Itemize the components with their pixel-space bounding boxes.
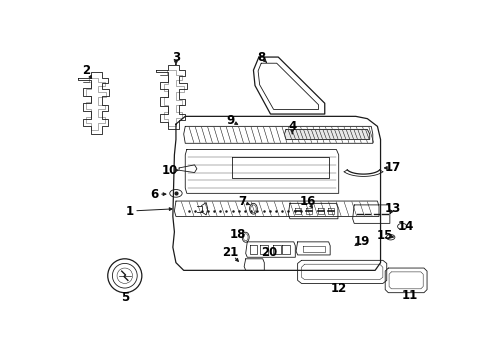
Text: 1: 1 (125, 204, 133, 217)
Text: 14: 14 (398, 220, 415, 233)
Text: 12: 12 (331, 282, 347, 294)
Text: 11: 11 (402, 289, 418, 302)
Text: 6: 6 (150, 188, 158, 201)
Text: 3: 3 (172, 50, 180, 64)
Text: 9: 9 (226, 114, 234, 127)
Text: 8: 8 (257, 50, 265, 64)
Text: 19: 19 (354, 235, 370, 248)
Text: 10: 10 (162, 164, 178, 177)
Polygon shape (285, 130, 369, 139)
Text: 18: 18 (230, 228, 246, 240)
Text: 20: 20 (261, 246, 277, 259)
Text: 4: 4 (288, 120, 296, 133)
Text: 17: 17 (385, 161, 401, 175)
Text: 21: 21 (222, 246, 238, 259)
Text: 7: 7 (239, 195, 246, 208)
Text: 15: 15 (377, 229, 393, 242)
Text: 5: 5 (121, 291, 129, 304)
Text: 16: 16 (299, 194, 316, 208)
Text: 13: 13 (385, 202, 401, 215)
Text: 2: 2 (82, 64, 90, 77)
